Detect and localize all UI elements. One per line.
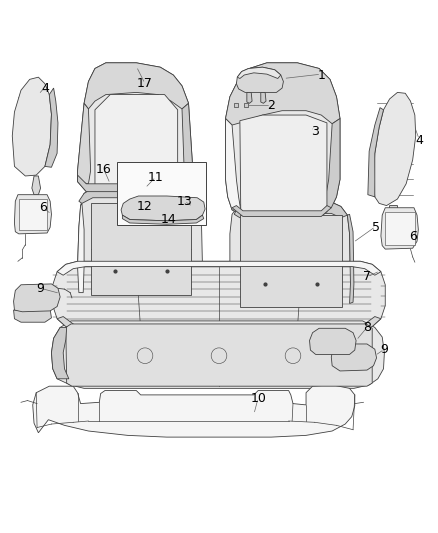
Polygon shape <box>51 327 69 379</box>
Polygon shape <box>66 324 372 386</box>
Polygon shape <box>310 328 356 354</box>
Text: 12: 12 <box>137 200 153 213</box>
Text: 10: 10 <box>250 392 266 405</box>
Text: 4: 4 <box>41 82 49 94</box>
Text: 4: 4 <box>415 134 423 147</box>
Polygon shape <box>226 63 340 125</box>
Polygon shape <box>51 321 385 389</box>
Polygon shape <box>53 261 385 331</box>
Text: 9: 9 <box>381 343 389 356</box>
Text: 5: 5 <box>372 221 380 234</box>
Polygon shape <box>57 317 381 331</box>
Text: 17: 17 <box>137 77 153 90</box>
Text: 2: 2 <box>267 99 275 112</box>
Polygon shape <box>91 204 191 295</box>
Polygon shape <box>247 92 252 103</box>
Polygon shape <box>234 202 347 218</box>
Polygon shape <box>33 385 355 437</box>
Polygon shape <box>78 63 193 192</box>
Polygon shape <box>230 202 350 310</box>
Polygon shape <box>14 195 51 234</box>
Polygon shape <box>331 344 377 371</box>
Polygon shape <box>14 309 51 322</box>
Polygon shape <box>12 77 51 176</box>
Polygon shape <box>240 115 327 212</box>
Polygon shape <box>122 215 204 224</box>
Polygon shape <box>381 208 418 249</box>
Polygon shape <box>78 204 84 293</box>
Polygon shape <box>79 188 199 204</box>
Polygon shape <box>261 92 266 103</box>
Polygon shape <box>232 206 331 216</box>
Polygon shape <box>182 103 193 184</box>
Polygon shape <box>57 261 381 275</box>
Text: 7: 7 <box>363 270 371 284</box>
Polygon shape <box>226 118 241 210</box>
Polygon shape <box>347 214 354 303</box>
Text: 3: 3 <box>311 125 319 138</box>
Polygon shape <box>78 103 91 184</box>
Text: 8: 8 <box>363 321 371 334</box>
Text: 1: 1 <box>318 69 325 82</box>
Text: 9: 9 <box>37 282 45 295</box>
Polygon shape <box>237 67 281 78</box>
Polygon shape <box>84 63 188 109</box>
FancyBboxPatch shape <box>117 162 206 225</box>
Polygon shape <box>78 188 202 299</box>
Text: 6: 6 <box>39 201 47 214</box>
Polygon shape <box>78 175 193 192</box>
Polygon shape <box>323 118 340 208</box>
Polygon shape <box>385 212 415 245</box>
Polygon shape <box>240 215 342 306</box>
Polygon shape <box>389 206 398 220</box>
Polygon shape <box>237 67 283 92</box>
Polygon shape <box>226 63 340 216</box>
Text: 13: 13 <box>177 195 192 208</box>
Text: 14: 14 <box>161 213 177 226</box>
Polygon shape <box>19 199 47 230</box>
Polygon shape <box>14 284 60 312</box>
Text: 6: 6 <box>409 230 417 243</box>
Polygon shape <box>45 88 58 167</box>
Polygon shape <box>121 196 205 221</box>
Polygon shape <box>32 176 41 195</box>
Text: 16: 16 <box>96 163 112 176</box>
Text: 11: 11 <box>148 171 164 184</box>
Polygon shape <box>374 92 416 206</box>
Polygon shape <box>368 108 384 197</box>
Polygon shape <box>95 94 178 188</box>
